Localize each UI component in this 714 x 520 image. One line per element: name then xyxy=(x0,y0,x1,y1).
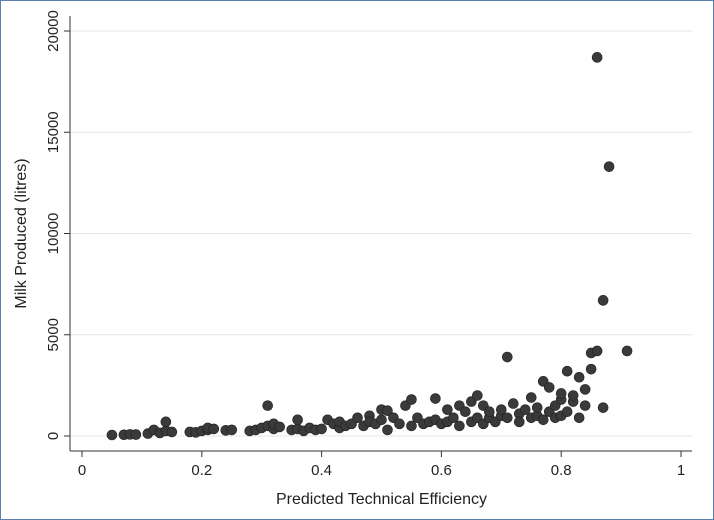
data-point xyxy=(519,404,531,415)
x-tick-label: 0.8 xyxy=(551,462,572,479)
data-point xyxy=(166,426,178,438)
data-point xyxy=(501,412,513,424)
x-tick-label: 0.6 xyxy=(431,462,452,479)
data-point xyxy=(537,414,549,426)
data-point xyxy=(352,412,363,424)
data-point xyxy=(561,406,573,418)
data-point xyxy=(226,424,238,436)
data-point xyxy=(555,388,567,399)
y-tick-label: 15000 xyxy=(45,111,62,153)
axes: 0 5000 10000 15000 20000 0 0.2 0.4 0.6 0.8 1 xyxy=(45,10,692,479)
data-point xyxy=(430,393,441,404)
data-point xyxy=(573,412,585,424)
gridlines xyxy=(70,30,692,437)
data-point xyxy=(274,421,285,433)
x-tick-label: 0.4 xyxy=(311,462,332,479)
data-point xyxy=(160,416,172,428)
data-point xyxy=(585,363,597,375)
data-point xyxy=(573,371,585,383)
data-point xyxy=(262,400,273,411)
data-point xyxy=(597,295,609,306)
data-point xyxy=(406,394,417,405)
data-point xyxy=(376,414,387,426)
data-point xyxy=(543,382,555,393)
data-point xyxy=(621,345,633,357)
data-point xyxy=(525,392,537,403)
data-point xyxy=(513,416,525,428)
data-point xyxy=(591,345,603,357)
data-point xyxy=(454,420,465,432)
data-point xyxy=(448,412,459,424)
y-tick-label: 0 xyxy=(45,432,62,440)
data-point xyxy=(316,423,327,435)
data-point xyxy=(208,423,220,435)
data-point xyxy=(507,398,519,409)
x-tick-label: 0.2 xyxy=(191,462,212,479)
y-tick-label: 5000 xyxy=(45,318,62,351)
data-point xyxy=(591,52,603,63)
data-point xyxy=(460,406,471,418)
data-point xyxy=(567,390,579,401)
data-point xyxy=(531,402,543,413)
data-point xyxy=(130,429,142,440)
data-point xyxy=(579,384,591,395)
data-point xyxy=(292,414,303,426)
data-point xyxy=(472,390,483,401)
x-axis-title: Predicted Technical Efficiency xyxy=(276,491,487,508)
data-point xyxy=(406,420,417,432)
data-point xyxy=(382,405,393,416)
x-tick-label: 1 xyxy=(677,462,685,479)
data-points xyxy=(106,52,633,441)
data-point xyxy=(484,406,495,418)
data-point xyxy=(597,402,609,413)
data-point xyxy=(495,404,507,415)
data-point xyxy=(394,418,405,430)
data-point xyxy=(579,400,591,411)
y-tick-label: 10000 xyxy=(45,213,62,255)
data-point xyxy=(106,429,118,441)
y-axis-title: Milk Produced (litres) xyxy=(13,158,30,308)
y-tick-label: 20000 xyxy=(45,10,62,52)
data-point xyxy=(382,424,393,436)
data-point xyxy=(442,404,453,415)
data-point xyxy=(561,365,573,377)
data-point xyxy=(603,161,615,172)
data-point xyxy=(501,351,513,363)
x-tick-label: 0 xyxy=(78,462,86,479)
